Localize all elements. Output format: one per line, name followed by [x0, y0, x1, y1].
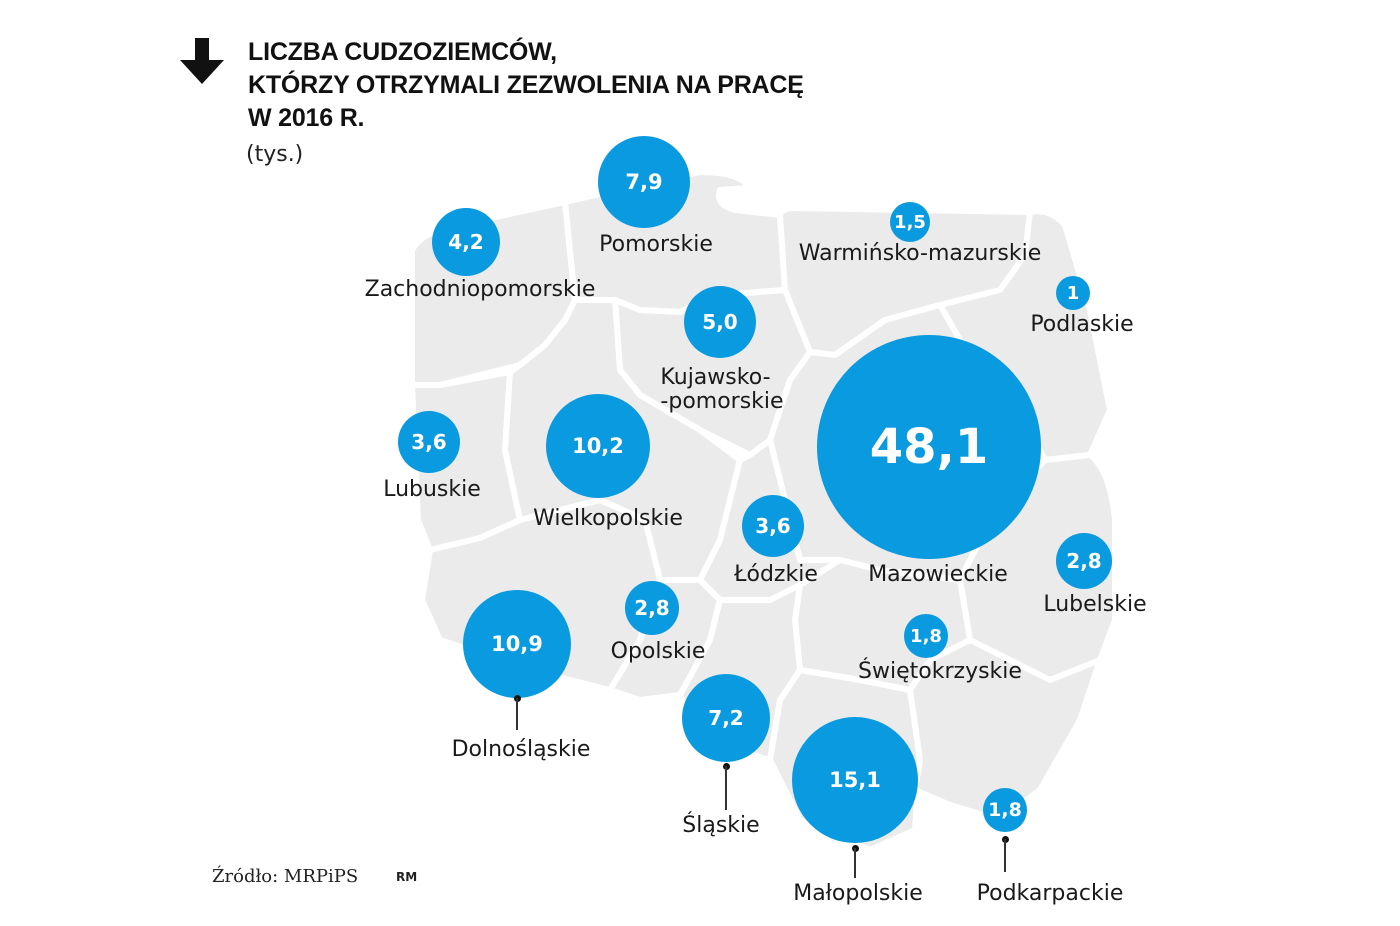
- bubble-lubelskie: 2,8: [1056, 533, 1112, 589]
- bubble-pomorskie: 7,9: [598, 136, 690, 228]
- leader-line: [725, 766, 727, 810]
- label-slaskie: Śląskie: [682, 813, 760, 838]
- chart-title-line-2: KTÓRZY OTRZYMALI ZEZWOLENIA NA PRACĘ: [248, 71, 804, 99]
- label-lubuskie: Lubuskie: [383, 477, 481, 502]
- label-line: Kujawsko-: [660, 365, 771, 390]
- label-kujawsko-pomorskie: Kujawsko- -pomorskie: [660, 366, 783, 414]
- label-malopolskie: Małopolskie: [793, 881, 923, 906]
- bubble-malopolskie: 15,1: [792, 717, 918, 843]
- chart-unit: (tys.): [246, 142, 304, 167]
- label-lodzkie: Łódzkie: [734, 562, 818, 587]
- bubble-podlaskie: 1: [1056, 276, 1090, 310]
- label-zachodniopomorskie: Zachodniopomorskie: [364, 277, 596, 302]
- bubble-lodzkie: 3,6: [742, 495, 804, 557]
- arrow-down-icon: [180, 38, 224, 84]
- bubble-dolnoslaskie: 10,9: [463, 590, 571, 698]
- source-note: Źródło: MRPiPS: [212, 866, 359, 887]
- bubble-wielkopolskie: 10,2: [546, 394, 650, 498]
- label-wielkopolskie: Wielkopolskie: [533, 506, 683, 531]
- bubble-opolskie: 2,8: [625, 581, 679, 635]
- leader-line: [1004, 839, 1006, 872]
- label-warminsko-mazurskie: Warmińsko-mazurskie: [798, 241, 1042, 266]
- bubble-kujawsko-pomorskie: 5,0: [684, 286, 756, 358]
- leader-line: [854, 848, 856, 878]
- bubble-slaskie: 7,2: [682, 674, 770, 762]
- bubble-mazowieckie: 48,1: [817, 335, 1041, 559]
- label-mazowieckie: Mazowieckie: [868, 562, 1008, 587]
- author-credit: RM: [396, 870, 418, 884]
- label-pomorskie: Pomorskie: [599, 232, 713, 257]
- label-podlaskie: Podlaskie: [1030, 312, 1134, 337]
- label-opolskie: Opolskie: [610, 639, 706, 664]
- leader-line: [516, 698, 518, 730]
- bubble-podkarpackie: 1,8: [983, 788, 1027, 832]
- label-dolnoslaskie: Dolnośląskie: [451, 737, 591, 762]
- label-lubelskie: Lubelskie: [1043, 592, 1147, 617]
- chart-title-line-1: LICZBA CUDZOZIEMCÓW,: [248, 38, 557, 66]
- label-swietokrzyskie: Świętokrzyskie: [858, 659, 1022, 684]
- bubble-zachodniopomorskie: 4,2: [432, 208, 500, 276]
- bubble-swietokrzyskie: 1,8: [904, 614, 948, 658]
- bubble-lubuskie: 3,6: [398, 411, 460, 473]
- label-line: -pomorskie: [660, 389, 784, 414]
- bubble-warminsko-mazurskie: 1,5: [890, 202, 930, 242]
- label-podkarpackie: Podkarpackie: [976, 881, 1124, 906]
- chart-title-line-3: W 2016 R.: [248, 104, 365, 132]
